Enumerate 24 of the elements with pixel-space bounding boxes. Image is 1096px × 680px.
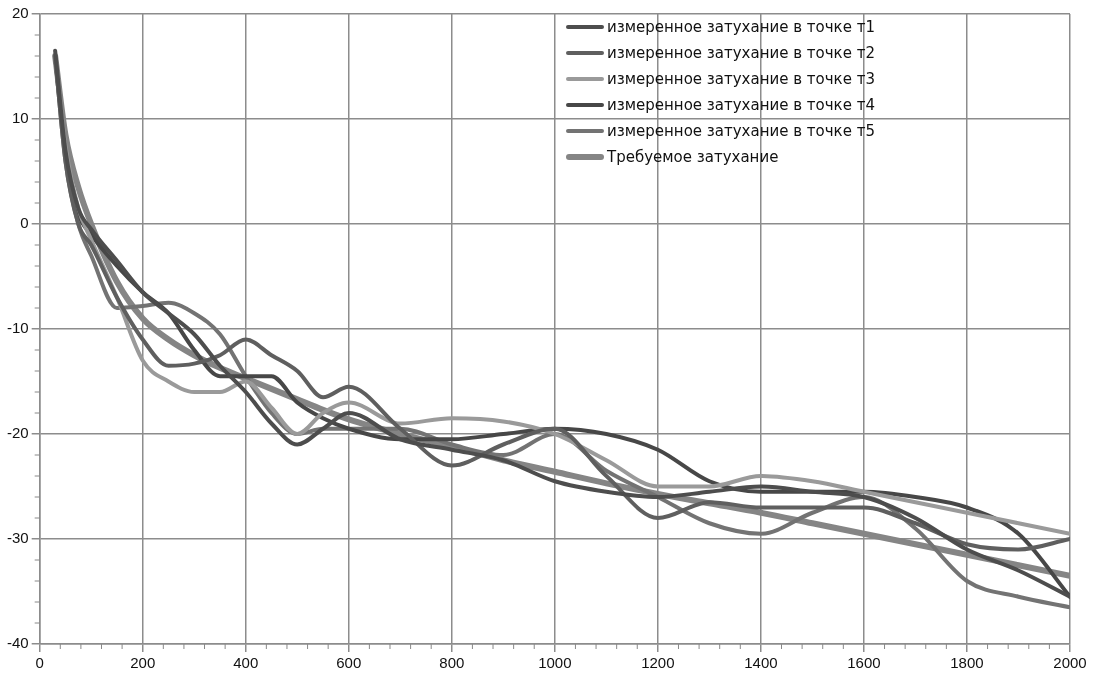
x-tick-label: 400: [233, 654, 259, 672]
x-tick-label: 600: [336, 654, 362, 672]
legend-label: измеренное затухание в точке т5: [607, 122, 875, 140]
y-tick-label: -40: [6, 634, 29, 652]
x-tick-label: 1000: [538, 654, 572, 672]
x-tick-label: 1600: [847, 654, 881, 672]
y-tick-label: -20: [6, 424, 29, 442]
x-tick-label: 1400: [744, 654, 778, 672]
y-tick-label: 20: [11, 4, 29, 22]
x-tick-label: 0: [35, 654, 44, 672]
x-tick-label: 1200: [641, 654, 675, 672]
x-tick-label: 2000: [1053, 654, 1087, 672]
legend-label: измеренное затухание в точке т2: [607, 44, 875, 62]
y-tick-label: 0: [20, 214, 29, 232]
y-tick-label: -10: [6, 319, 29, 337]
x-tick-label: 1800: [950, 654, 984, 672]
legend-label: Требуемое затухание: [607, 148, 779, 166]
y-tick-label: 10: [11, 109, 29, 127]
x-tick-label: 200: [130, 654, 156, 672]
legend-label: измеренное затухание в точке т3: [607, 70, 875, 88]
legend-label: измеренное затухание в точке т1: [607, 18, 875, 36]
x-tick-label: 800: [439, 654, 465, 672]
legend-label: измеренное затухание в точке т4: [607, 96, 875, 114]
y-tick-label: -30: [6, 529, 29, 547]
